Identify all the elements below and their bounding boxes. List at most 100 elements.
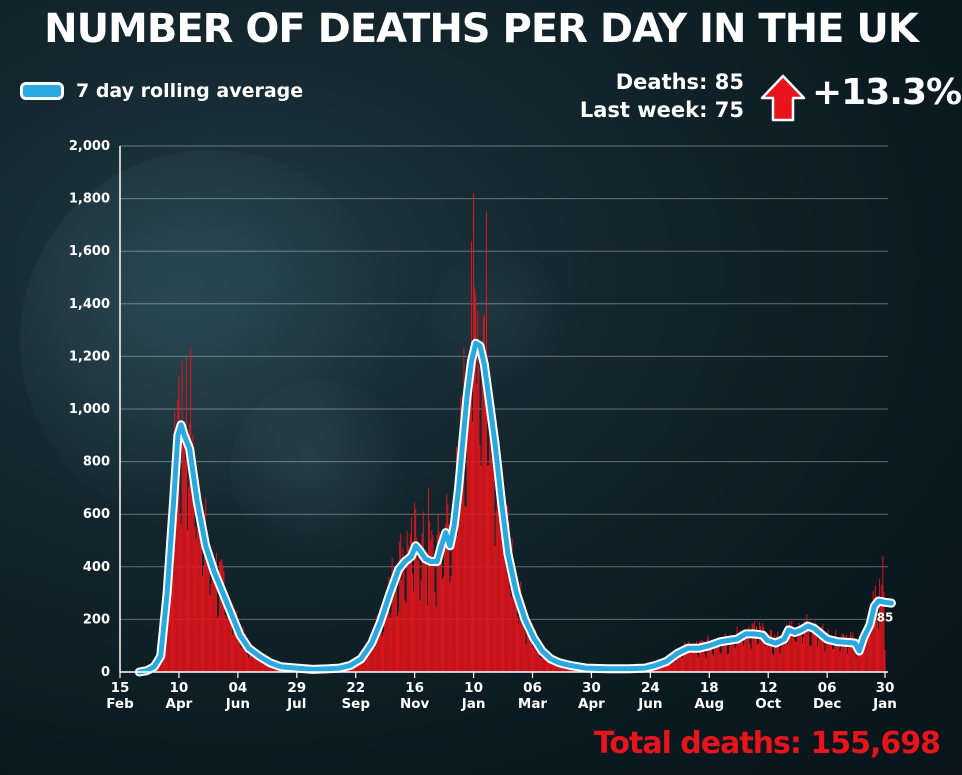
daily-deaths-bar <box>783 628 785 672</box>
daily-deaths-bar <box>701 639 703 672</box>
daily-deaths-bar <box>374 647 376 672</box>
daily-deaths-bar <box>270 667 272 672</box>
daily-deaths-bar <box>172 573 173 672</box>
daily-deaths-bar <box>188 487 190 672</box>
daily-deaths-bar <box>250 642 252 672</box>
legend-label: 7 day rolling average <box>76 80 304 102</box>
daily-deaths-bar <box>554 663 556 672</box>
daily-deaths-bar <box>731 638 733 672</box>
daily-deaths-bar <box>798 622 800 672</box>
daily-deaths-bar <box>842 633 844 672</box>
daily-deaths-bar <box>877 621 878 672</box>
daily-deaths-bar <box>780 647 782 672</box>
daily-deaths-bar <box>386 612 388 672</box>
daily-deaths-bar <box>863 651 865 672</box>
x-tick-month-label: Aug <box>694 696 724 712</box>
daily-deaths-bar <box>550 657 552 672</box>
daily-deaths-bar <box>667 664 668 672</box>
daily-deaths-bar <box>698 656 700 672</box>
daily-deaths-bar <box>234 609 236 672</box>
daily-deaths-bar <box>529 635 531 672</box>
daily-deaths-bar <box>255 658 257 672</box>
daily-deaths-bar <box>513 581 515 672</box>
daily-deaths-bar <box>378 629 380 672</box>
x-tick-day-label: 18 <box>700 680 719 696</box>
daily-deaths-bar <box>485 211 487 672</box>
daily-deaths-bar <box>737 636 739 672</box>
daily-deaths-bar <box>744 635 746 672</box>
daily-deaths-bar <box>385 603 387 672</box>
daily-deaths-bar <box>473 193 475 672</box>
chart-title: NUMBER OF DEATHS PER DAY IN THE UK <box>44 6 919 52</box>
daily-deaths-bar <box>256 650 258 672</box>
daily-deaths-bar <box>179 513 181 672</box>
daily-deaths-bar <box>832 649 833 672</box>
daily-deaths-bar <box>448 524 450 672</box>
daily-deaths-bar <box>750 648 752 672</box>
daily-deaths-bar <box>675 658 677 672</box>
daily-deaths-bar <box>684 641 686 672</box>
daily-deaths-bar <box>522 617 524 672</box>
daily-deaths-bar <box>500 463 502 672</box>
daily-deaths-bar <box>464 506 466 672</box>
daily-deaths-bar <box>469 357 471 672</box>
daily-deaths-bar <box>838 637 840 672</box>
daily-deaths-bar <box>410 517 412 672</box>
x-tick-day-label: 12 <box>759 680 778 696</box>
rolling-average-line <box>136 340 894 675</box>
daily-deaths-bar <box>198 496 200 672</box>
daily-deaths-bar <box>718 644 720 672</box>
daily-deaths-bar <box>515 602 517 672</box>
daily-deaths-bar <box>412 573 413 672</box>
daily-deaths-bar <box>361 659 363 672</box>
daily-deaths-bar <box>788 642 790 672</box>
daily-deaths-bar <box>537 643 539 672</box>
daily-deaths-bar <box>759 621 761 672</box>
daily-deaths-bar <box>517 616 518 672</box>
daily-deaths-bar <box>870 632 872 672</box>
daily-deaths-bar <box>460 396 462 672</box>
daily-deaths-bar <box>813 628 815 672</box>
daily-deaths-bar <box>194 527 196 672</box>
daily-deaths-bar <box>808 625 810 672</box>
deaths-last-week: Last week: 75 <box>579 98 744 122</box>
daily-deaths-bar <box>200 541 202 672</box>
daily-deaths-bar <box>545 653 547 672</box>
daily-deaths-bar <box>704 653 706 672</box>
x-tick-month-label: Apr <box>166 696 193 712</box>
daily-deaths-bar <box>775 642 777 672</box>
daily-deaths-bar <box>809 645 811 672</box>
daily-deaths-bar <box>828 643 830 672</box>
daily-deaths-bar <box>226 593 228 672</box>
daily-deaths-bar <box>167 582 169 672</box>
daily-deaths-bar <box>219 561 221 672</box>
daily-deaths-bar <box>505 556 507 672</box>
daily-deaths-bar <box>804 621 806 672</box>
daily-deaths-bar <box>558 662 560 672</box>
daily-deaths-bar <box>180 524 182 672</box>
daily-deaths-bar <box>193 464 195 672</box>
daily-deaths-bar <box>243 638 245 672</box>
daily-deaths-bar <box>707 635 709 672</box>
daily-deaths-bar <box>875 598 877 672</box>
daily-deaths-bar <box>763 627 765 672</box>
y-tick-label: 1,000 <box>69 402 110 417</box>
daily-deaths-bar <box>416 537 418 672</box>
daily-deaths-bar <box>506 505 508 672</box>
daily-deaths-bar <box>839 651 841 672</box>
daily-deaths-bar <box>395 569 397 672</box>
daily-deaths-bar <box>735 645 737 672</box>
daily-deaths-bar <box>778 644 780 672</box>
daily-deaths-bar <box>239 645 241 672</box>
daily-deaths-bar <box>520 581 522 672</box>
daily-deaths-bar <box>402 548 404 672</box>
daily-deaths-bar <box>519 601 521 672</box>
daily-deaths-bar <box>222 564 224 672</box>
daily-deaths-bar <box>761 632 763 672</box>
daily-deaths-bar <box>215 552 217 672</box>
x-tick-month-label: Nov <box>400 696 430 712</box>
daily-deaths-bar <box>708 647 710 672</box>
y-tick-label: 200 <box>83 612 110 627</box>
daily-deaths-bar <box>730 634 732 672</box>
daily-deaths-bar <box>541 650 543 672</box>
